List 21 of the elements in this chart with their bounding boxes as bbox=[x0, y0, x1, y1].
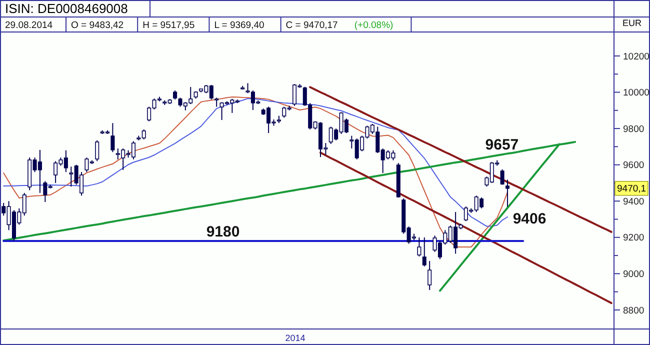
y-tick-label: 10000 bbox=[623, 88, 650, 99]
y-tick-label: 8800 bbox=[623, 305, 644, 316]
text: C = 9470,17 bbox=[286, 20, 338, 31]
y-tick-label: 9000 bbox=[623, 268, 644, 280]
y-tick-label: 9600 bbox=[623, 160, 644, 172]
annotation: 9470,1 bbox=[617, 184, 646, 195]
annotation: 9406 bbox=[512, 210, 546, 228]
y-tick-label: 9400 bbox=[623, 196, 644, 208]
text: (+0.08%) bbox=[354, 20, 394, 31]
y-tick-label: 9200 bbox=[623, 232, 644, 244]
text: 29.08.2014 bbox=[5, 20, 53, 31]
annotation: 9657 bbox=[485, 136, 519, 154]
text: L = 9369,40 bbox=[214, 20, 264, 31]
text: O = 9483,42 bbox=[71, 20, 124, 31]
y-axis-title: EUR bbox=[622, 18, 642, 28]
chart-title: ISIN: DE0008469008 bbox=[5, 1, 128, 16]
y-tick-label: 9800 bbox=[623, 124, 644, 135]
text: H = 9517,95 bbox=[142, 20, 195, 31]
text: 2014 bbox=[285, 333, 306, 343]
annotation: 9180 bbox=[206, 223, 240, 240]
y-tick-label: 10200 bbox=[623, 51, 650, 62]
